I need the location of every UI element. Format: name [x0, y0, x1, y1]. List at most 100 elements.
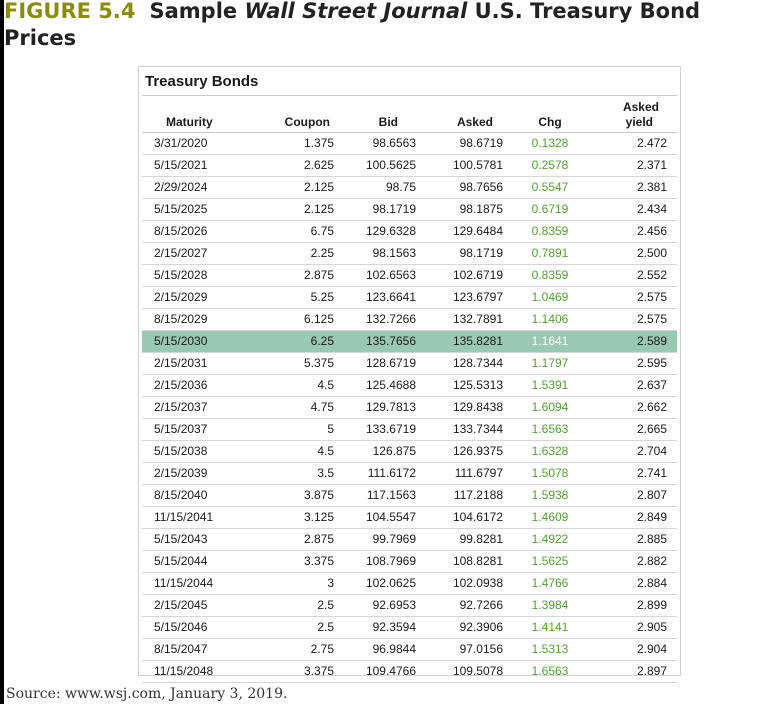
cell-coupon: 5: [262, 418, 344, 441]
cell-chg: 0.2578: [513, 154, 587, 177]
table-row: 2/15/2031 5.375 128.6719 128.7344 1.1797 2.59…: [142, 352, 677, 375]
cell-maturity: 2/15/2045: [142, 594, 262, 617]
cell-bid: 99.7969: [344, 528, 426, 551]
cell-asked: 129.6484: [426, 220, 513, 243]
cell-bid: 104.5547: [344, 506, 426, 529]
cell-coupon: 3.5: [262, 462, 344, 485]
cell-asked-yield: 2.849: [587, 506, 677, 529]
cell-asked-yield: 2.637: [587, 374, 677, 397]
left-edge-bar: [0, 0, 4, 704]
cell-asked: 102.6719: [426, 264, 513, 287]
cell-bid: 92.3594: [344, 616, 426, 639]
cell-chg: 1.5078: [513, 462, 587, 485]
cell-bid: 132.7266: [344, 308, 426, 331]
cell-bid: 108.7969: [344, 550, 426, 573]
cell-coupon: 3.125: [262, 506, 344, 529]
cell-coupon: 4.75: [262, 396, 344, 419]
source-note: Source: www.wsj.com, January 3, 2019.: [6, 686, 288, 702]
cell-asked: 98.1875: [426, 198, 513, 221]
cell-asked: 135.8281: [426, 330, 513, 353]
cell-maturity: 3/31/2020: [142, 132, 262, 155]
cell-bid: 133.6719: [344, 418, 426, 441]
cell-maturity: 8/15/2026: [142, 220, 262, 243]
cell-coupon: 2.125: [262, 176, 344, 199]
cell-bid: 98.1719: [344, 198, 426, 221]
table-row: 5/15/2021 2.625 100.5625 100.5781 0.2578 2.37…: [142, 154, 677, 177]
header-coupon: Coupon: [262, 97, 344, 133]
table-row: 3/31/2020 1.375 98.6563 98.6719 0.1328 2.472: [142, 132, 677, 155]
table-row: 11/15/2044 3 102.0625 102.0938 1.4766 2.884: [142, 572, 677, 595]
cell-asked: 133.7344: [426, 418, 513, 441]
cell-asked: 98.6719: [426, 132, 513, 155]
header-asked-yield: Asked yield: [587, 97, 677, 133]
cell-maturity: 8/15/2047: [142, 638, 262, 661]
cell-maturity: 11/15/2048: [142, 660, 262, 683]
cell-coupon: 4.5: [262, 374, 344, 397]
cell-asked: 128.7344: [426, 352, 513, 375]
figure-label: FIGURE 5.4: [4, 0, 136, 23]
cell-maturity: 5/15/2037: [142, 418, 262, 441]
cell-chg: 0.1328: [513, 132, 587, 155]
cell-asked-yield: 2.472: [587, 132, 677, 155]
cell-asked: 100.5781: [426, 154, 513, 177]
figure-title-italic: Wall Street Journal: [244, 0, 468, 23]
table-row: 5/15/2037 5 133.6719 133.7344 1.6563 2.665: [142, 418, 677, 441]
cell-asked: 98.7656: [426, 176, 513, 199]
table-row: 8/15/2029 6.125 132.7266 132.7891 1.1406 2.57…: [142, 308, 677, 331]
cell-chg: 1.1406: [513, 308, 587, 331]
cell-chg: 0.8359: [513, 220, 587, 243]
cell-chg: 1.0469: [513, 286, 587, 309]
cell-chg: 0.5547: [513, 176, 587, 199]
cell-coupon: 2.625: [262, 154, 344, 177]
cell-maturity: 2/15/2037: [142, 396, 262, 419]
cell-asked: 92.3906: [426, 616, 513, 639]
cell-chg: 1.5313: [513, 638, 587, 661]
table-row: 2/15/2036 4.5 125.4688 125.5313 1.5391 2.637: [142, 374, 677, 397]
cell-chg: 1.5391: [513, 374, 587, 397]
figure-title-pre: Sample: [149, 0, 245, 23]
table-row: 2/15/2039 3.5 111.6172 111.6797 1.5078 2.741: [142, 462, 677, 485]
cell-coupon: 1.375: [262, 132, 344, 155]
cell-chg: 1.6094: [513, 396, 587, 419]
cell-coupon: 6.75: [262, 220, 344, 243]
cell-bid: 98.6563: [344, 132, 426, 155]
cell-chg: 0.8359: [513, 264, 587, 287]
table-body: 3/31/2020 1.375 98.6563 98.6719 0.1328 2.472 5…: [142, 132, 677, 683]
cell-asked-yield: 2.899: [587, 594, 677, 617]
cell-bid: 128.6719: [344, 352, 426, 375]
cell-maturity: 5/15/2030: [142, 330, 262, 353]
cell-asked: 123.6797: [426, 286, 513, 309]
cell-asked-yield: 2.904: [587, 638, 677, 661]
cell-asked-yield: 2.897: [587, 660, 677, 683]
cell-chg: 1.5938: [513, 484, 587, 507]
cell-chg: 1.6328: [513, 440, 587, 463]
cell-asked-yield: 2.885: [587, 528, 677, 551]
figure-title-post: U.S. Treasury Bond Prices: [4, 0, 701, 50]
cell-coupon: 2.875: [262, 264, 344, 287]
table-header-row: Maturity Coupon Bid Asked Chg Asked yiel…: [142, 97, 677, 133]
cell-bid: 92.6953: [344, 594, 426, 617]
cell-bid: 100.5625: [344, 154, 426, 177]
cell-chg: 0.7891: [513, 242, 587, 265]
cell-maturity: 8/15/2029: [142, 308, 262, 331]
cell-maturity: 8/15/2040: [142, 484, 262, 507]
cell-coupon: 3.375: [262, 550, 344, 573]
header-bid: Bid: [344, 97, 426, 133]
cell-chg: 1.4141: [513, 616, 587, 639]
cell-maturity: 5/15/2028: [142, 264, 262, 287]
cell-chg: 1.1797: [513, 352, 587, 375]
cell-asked: 108.8281: [426, 550, 513, 573]
panel-title: Treasury Bonds: [145, 73, 259, 90]
table-row-highlighted: 5/15/2030 6.25 135.7656 135.8281 1.1641 2.589: [142, 330, 677, 353]
cell-asked-yield: 2.371: [587, 154, 677, 177]
table-row: 8/15/2040 3.875 117.1563 117.2188 1.5938 2.80…: [142, 484, 677, 507]
cell-bid: 96.9844: [344, 638, 426, 661]
cell-asked: 98.1719: [426, 242, 513, 265]
cell-chg: 1.4922: [513, 528, 587, 551]
cell-maturity: 5/15/2025: [142, 198, 262, 221]
cell-coupon: 3.375: [262, 660, 344, 683]
cell-maturity: 5/15/2044: [142, 550, 262, 573]
cell-chg: 1.5625: [513, 550, 587, 573]
cell-asked-yield: 2.882: [587, 550, 677, 573]
cell-asked-yield: 2.741: [587, 462, 677, 485]
